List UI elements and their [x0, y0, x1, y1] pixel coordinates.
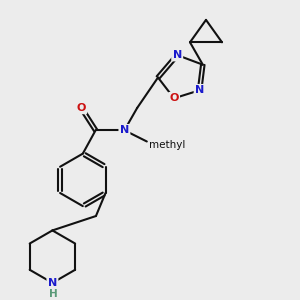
Text: N: N — [120, 125, 129, 135]
Text: methyl: methyl — [149, 140, 186, 150]
Text: N: N — [195, 85, 204, 95]
Text: N: N — [172, 50, 182, 60]
Text: O: O — [169, 93, 179, 103]
Text: O: O — [76, 103, 86, 113]
Text: N: N — [48, 278, 57, 288]
Text: H: H — [49, 289, 58, 299]
